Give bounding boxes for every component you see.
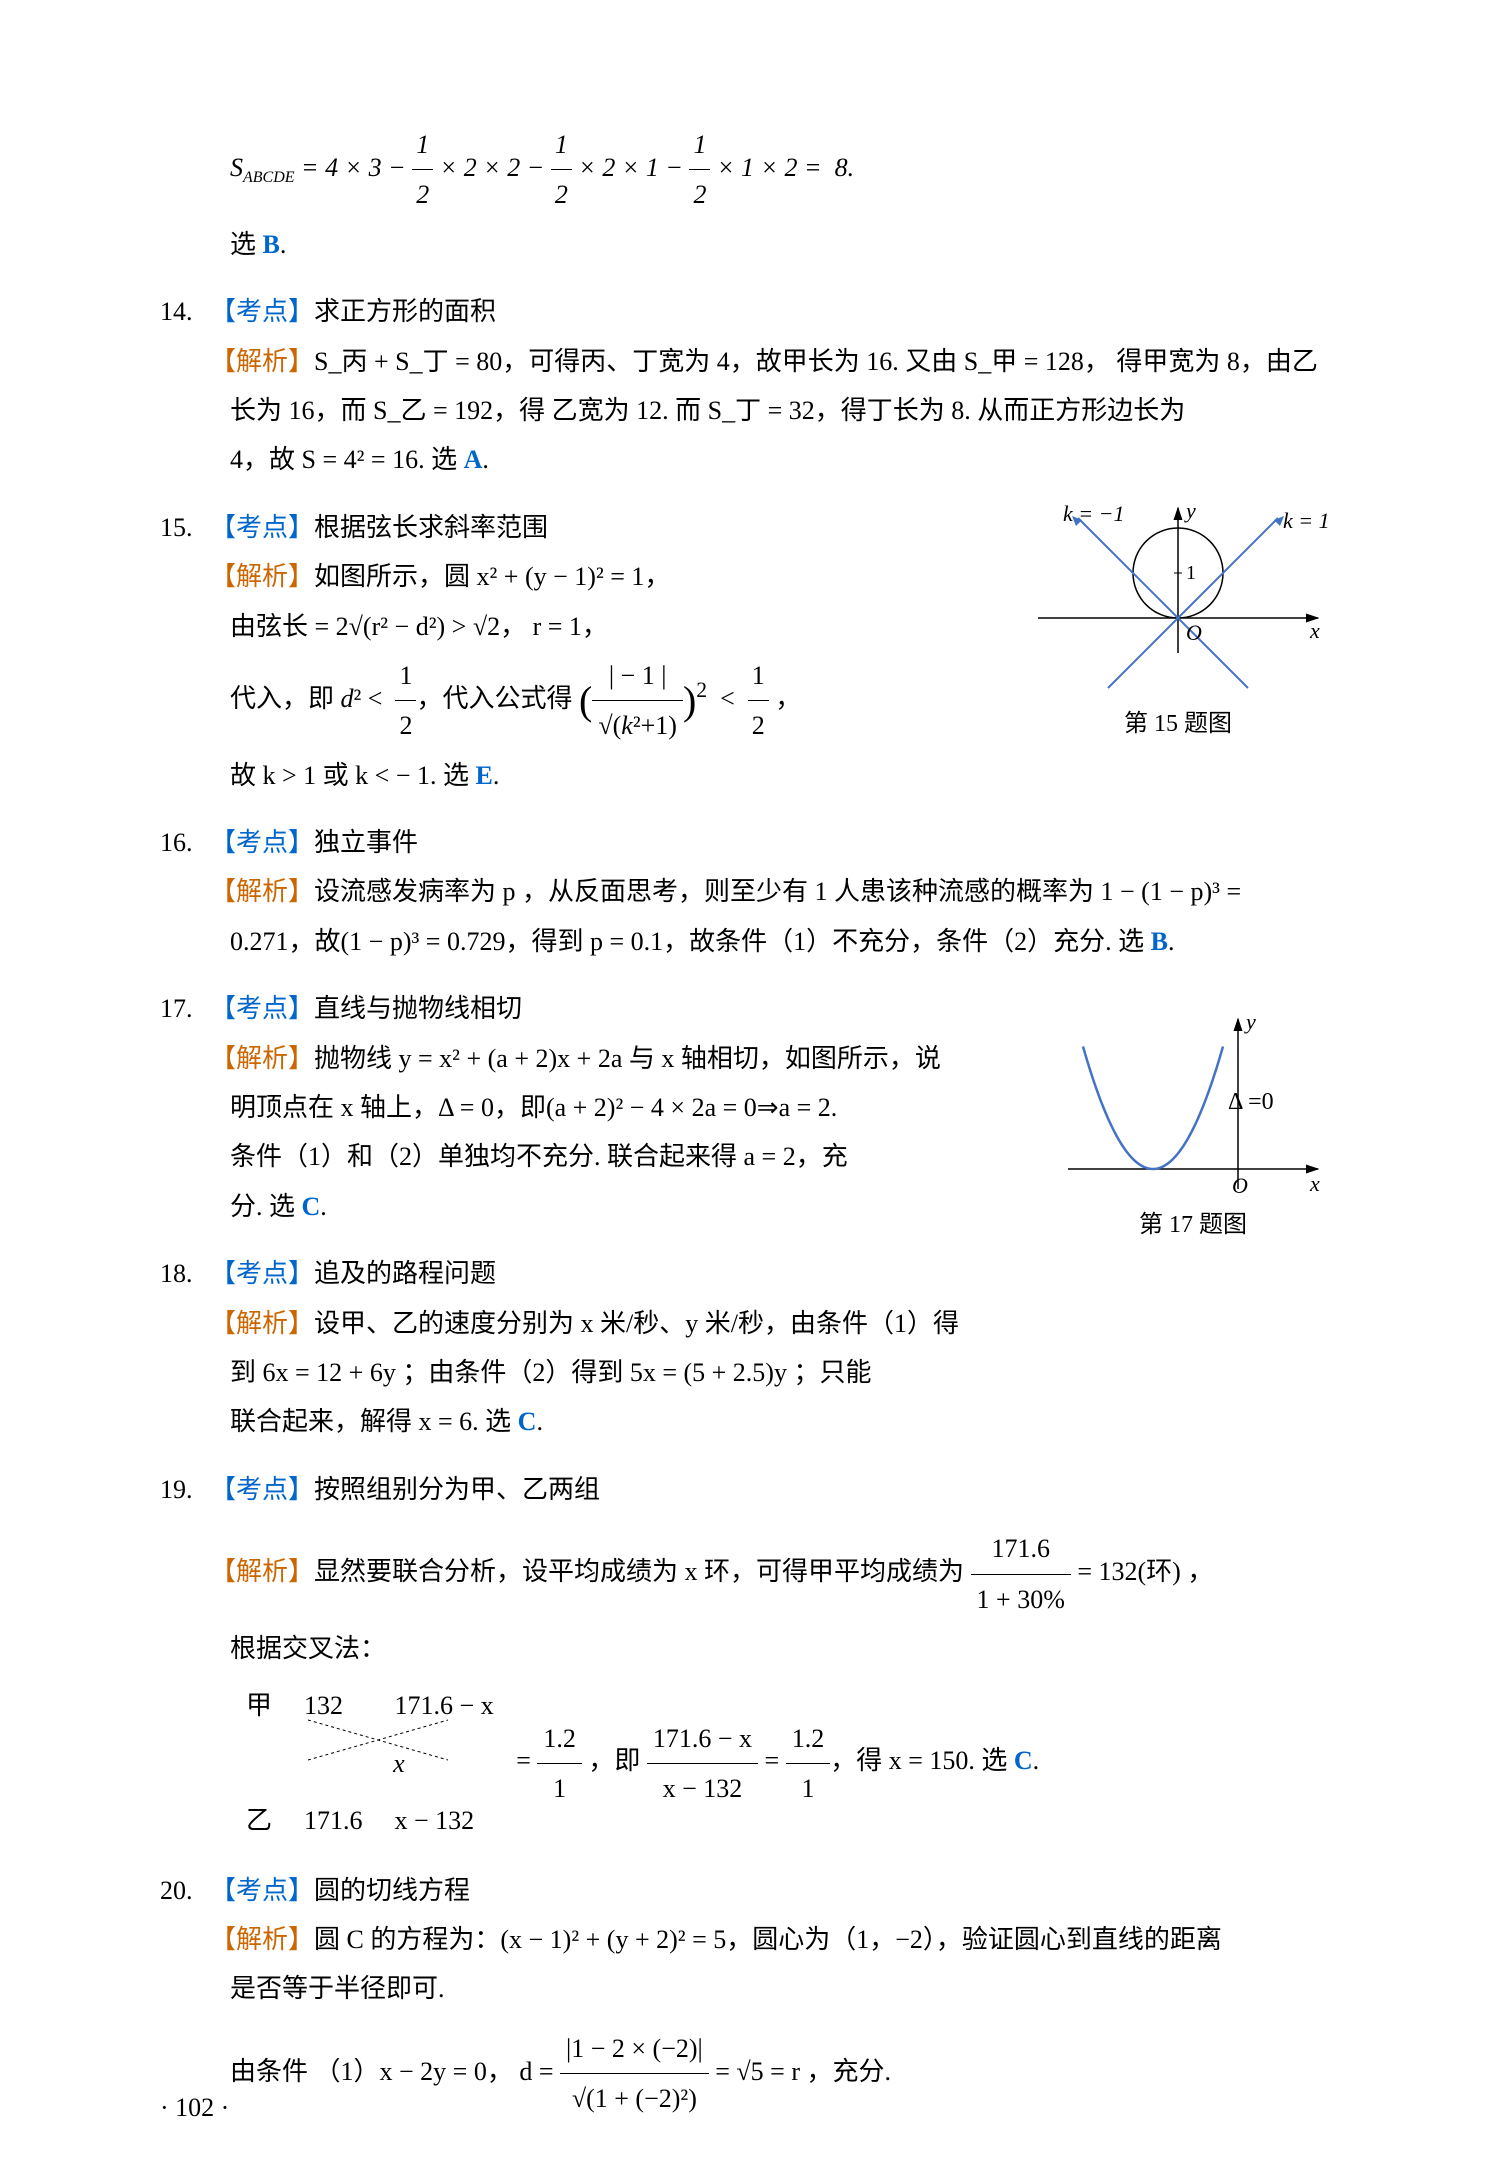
q17-number: 17. [160, 984, 210, 1033]
topic-label: 【考点】 [210, 513, 314, 542]
svg-text:y: y [1184, 503, 1196, 523]
q15-figure-caption: 第 15 题图 [1028, 703, 1328, 738]
svg-text:O: O [1186, 620, 1202, 645]
q13-block: SABCDE = 4 × 3 − 12 × 2 × 2 − 12 × 2 × 1… [230, 120, 1328, 269]
topic-label: 【考点】 [210, 297, 314, 326]
q18-topic-line: 18.【考点】追及的路程问题 [160, 1249, 1038, 1298]
q14-text: S_丙 + S_丁 = 80，可得丙、丁宽为 4，故甲长为 16. 又由 S_甲… [314, 347, 1318, 376]
analysis-label: 【解析】 [210, 347, 314, 376]
topic-label: 【考点】 [210, 1475, 314, 1504]
page-container: SABCDE = 4 × 3 − 12 × 2 × 2 − 12 × 2 × 1… [0, 0, 1488, 2183]
q15-figure: k = −1 k = 1 y x O 1 第 15 题图 [1028, 503, 1328, 738]
q13-formula: SABCDE = 4 × 3 − 12 × 2 × 2 − 12 × 2 × 1… [230, 120, 1328, 220]
svg-text:Δ =0: Δ =0 [1228, 1089, 1274, 1115]
q17-figure-caption: 第 17 题图 [1058, 1204, 1328, 1239]
q15-a4: 故 k > 1 或 k < − 1. 选 E. [230, 751, 1008, 800]
q14-analysis-line1: 【解析】S_丙 + S_丁 = 80，可得丙、丁宽为 4，故甲长为 16. 又由… [160, 337, 1328, 386]
analysis-label: 【解析】 [210, 1309, 314, 1338]
q18-a3: 联合起来，解得 x = 6. 选 C. [230, 1397, 1038, 1446]
q20-number: 20. [160, 1866, 210, 1915]
q14-topic: 求正方形的面积 [314, 297, 496, 326]
analysis-label: 【解析】 [210, 562, 314, 591]
q18-a1: 【解析】设甲、乙的速度分别为 x 米/秒、y 米/秒，由条件（1）得 [160, 1299, 1038, 1348]
q19-number: 19. [160, 1465, 210, 1514]
q17-a4: 分. 选 C. [230, 1182, 1038, 1231]
svg-text:O: O [1232, 1173, 1248, 1198]
analysis-label: 【解析】 [210, 1925, 314, 1954]
q16-topic-line: 16.【考点】独立事件 [160, 818, 1328, 867]
q14-text-3: 4，故 S = 4² = 16. 选 A. [230, 435, 1328, 484]
q20-a3: 由条件 （1）x − 2y = 0， d = |1 − 2 × (−2)|√(1… [230, 2024, 1328, 2124]
svg-text:x: x [1309, 618, 1320, 643]
q20-topic-line: 20.【考点】圆的切线方程 [160, 1866, 1328, 1915]
q17-a2: 明顶点在 x 轴上，Δ = 0，即(a + 2)² − 4 × 2a = 0⇒a… [230, 1083, 1038, 1132]
q15-a3: 代入，即 d² < 12，代入公式得 (| − 1 |√(k²+1))2 < 1… [230, 651, 1008, 751]
q15-number: 15. [160, 503, 210, 552]
q18-a2: 到 6x = 12 + 6y ；由条件（2）得到 5x = (5 + 2.5)y… [230, 1348, 1038, 1397]
q16-a1: 【解析】设流感发病率为 p ，从反面思考，则至少有 1 人患该种流感的概率为 1… [160, 867, 1328, 916]
q19-topic: 按照组别分为甲、乙两组 [314, 1475, 600, 1504]
q14-topic-line: 14.【考点】求正方形的面积 [160, 287, 1328, 336]
q16-topic: 独立事件 [314, 828, 418, 857]
q17-a1: 【解析】抛物线 y = x² + (a + 2)x + 2a 与 x 轴相切，如… [160, 1034, 1038, 1083]
topic-label: 【考点】 [210, 994, 314, 1023]
q17-topic: 直线与抛物线相切 [314, 994, 522, 1023]
q13-answer-line: 选 B. [230, 220, 1328, 269]
svg-text:k = 1: k = 1 [1283, 508, 1328, 533]
q15-a1: 【解析】如图所示，圆 x² + (y − 1)² = 1， [160, 552, 1008, 601]
q17-topic-line: 17.【考点】直线与抛物线相切 [160, 984, 1038, 1033]
q15-a2: 由弦长 = 2√(r² − d²) > √2， r = 1， [230, 602, 1008, 651]
svg-text:y: y [1244, 1014, 1256, 1034]
q16-number: 16. [160, 818, 210, 867]
q18-topic: 追及的路程问题 [314, 1259, 496, 1288]
svg-text:1: 1 [1186, 562, 1196, 584]
svg-text:x: x [1309, 1171, 1320, 1196]
q15-topic-line: 15.【考点】根据弦长求斜率范围 [160, 503, 1008, 552]
analysis-label: 【解析】 [210, 1044, 314, 1073]
topic-label: 【考点】 [210, 1876, 314, 1905]
q15-topic: 根据弦长求斜率范围 [314, 513, 548, 542]
q16-a2: 0.271，故(1 − p)³ = 0.729，得到 p = 0.1，故条件（1… [230, 917, 1328, 966]
q19-a1: 【解析】显然要联合分析，设平均成绩为 x 环，可得甲平均成绩为 171.61 +… [160, 1524, 1328, 1624]
svg-text:k = −1: k = −1 [1063, 503, 1124, 526]
q20-topic: 圆的切线方程 [314, 1876, 470, 1905]
analysis-label: 【解析】 [210, 877, 314, 906]
q17-figure: y x O Δ =0 第 17 题图 [1058, 1014, 1328, 1239]
q19-a2: 根据交叉法： [230, 1624, 1328, 1673]
q17-a3: 条件（1）和（2）单独均不充分. 联合起来得 a = 2，充 [230, 1132, 1038, 1181]
q20-a2: 是否等于半径即可. [230, 1964, 1328, 2013]
analysis-label: 【解析】 [210, 1557, 314, 1586]
q18-number: 18. [160, 1249, 210, 1298]
q20-a1: 【解析】圆 C 的方程为：(x − 1)² + (y + 2)² = 5，圆心为… [160, 1915, 1328, 1964]
q14-text-2: 长为 16，而 S_乙 = 192，得 乙宽为 12. 而 S_丁 = 32，得… [230, 386, 1328, 435]
q14-number: 14. [160, 287, 210, 336]
q19-cross: 甲132171.6 − x x 乙171.6x − 132 = 1.21 ，即 … [230, 1679, 1328, 1847]
topic-label: 【考点】 [210, 1259, 314, 1288]
q19-topic-line: 19.【考点】按照组别分为甲、乙两组 [160, 1465, 1328, 1514]
page-number: · 102 · [160, 2093, 229, 2123]
topic-label: 【考点】 [210, 828, 314, 857]
